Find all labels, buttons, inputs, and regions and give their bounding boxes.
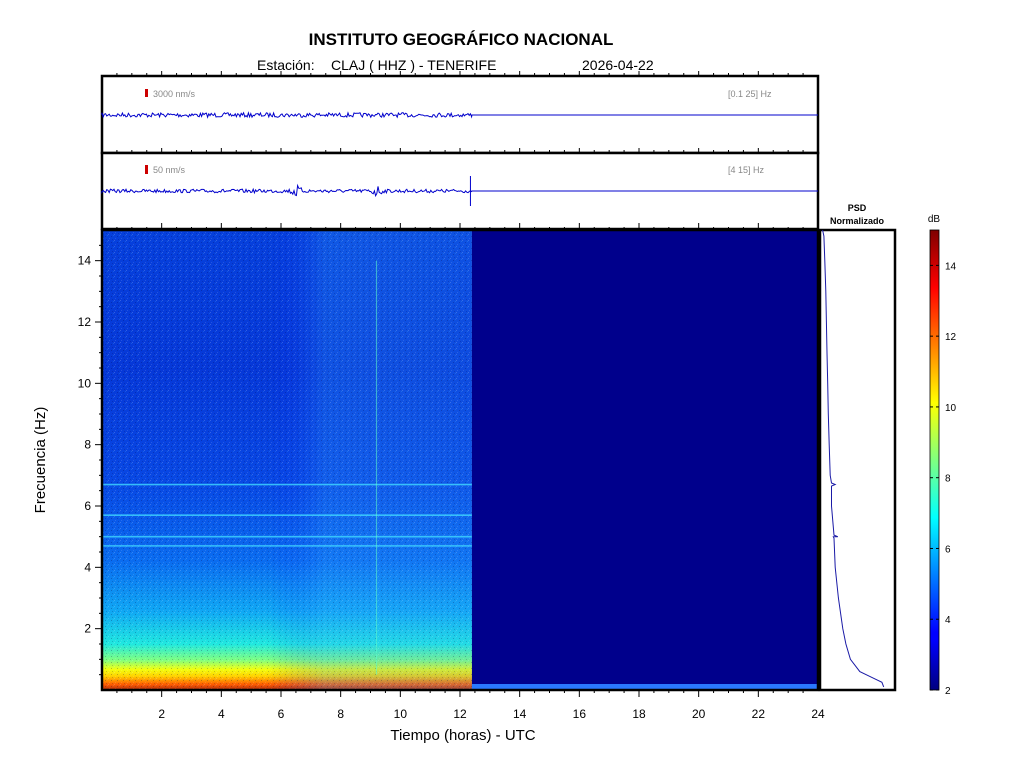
x-tick-label: 20 [692,707,706,721]
x-tick-label: 24 [811,707,825,721]
filter-band-label: [0.1 25] Hz [728,89,772,99]
colorbar-tick-label: 12 [945,332,957,343]
x-axis-label: Tiempo (horas) - UTC [390,727,535,744]
y-tick-label: 8 [84,438,91,452]
colorbar-tick-label: 6 [945,544,951,555]
colorbar-tick-label: 4 [945,615,951,626]
x-tick-label: 22 [752,707,766,721]
y-tick-label: 4 [84,560,91,574]
y-tick-label: 14 [78,254,92,268]
colorbar-tick-label: 10 [945,403,957,414]
station-label: Estación: [257,57,315,73]
institution-title: INSTITUTO GEOGRÁFICO NACIONAL [309,30,614,49]
station-name: CLAJ ( HHZ ) - TENERIFE [331,57,496,73]
scale-bar [145,165,148,174]
y-tick-label: 6 [84,499,91,513]
psd-subtitle: Normalizado [830,216,885,226]
filter-band-label: [4 15] Hz [728,165,765,175]
spectrogram-no-data-region [471,230,818,690]
seismic-trace [101,183,818,198]
x-tick-label: 14 [513,707,527,721]
x-tick-label: 8 [337,707,344,721]
colorbar: dB 2 4 6 8 10 12 14 [928,214,957,697]
y-tick-label: 12 [78,315,92,329]
amplitude-scale-label: 3000 nm/s [153,89,196,99]
seismogram-filtered-panel: 50 nm/s [4 15] Hz [100,148,820,234]
x-tick-label: 16 [573,707,587,721]
psd-title: PSD [848,203,867,213]
scale-bar [145,89,148,97]
colorbar-tick-label: 14 [945,261,957,272]
psd-panel: PSD Normalizado [818,203,897,692]
y-tick-label: 10 [78,376,92,390]
colorbar-tick-label: 8 [945,474,951,485]
x-tick-label: 2 [158,707,165,721]
seismic-trace [101,111,818,119]
amplitude-scale-label: 50 nm/s [153,165,186,175]
y-tick-label: 2 [84,622,91,636]
spectrogram-noise-texture [102,230,472,690]
record-date: 2026-04-22 [582,57,654,73]
colorbar-tick-label: 2 [945,686,951,697]
x-tick-label: 6 [278,707,285,721]
x-tick-label: 10 [394,707,408,721]
x-tick-label: 18 [632,707,646,721]
colorbar-unit-label: dB [928,214,941,225]
x-tick-label: 12 [453,707,467,721]
seismogram-broadband-panel: 3000 nm/s [0.1 25] Hz [100,71,820,158]
psd-curve [822,229,885,688]
colorbar-gradient [929,229,940,691]
y-axis-label: Frecuencia (Hz) [32,407,49,514]
x-tick-label: 4 [218,707,225,721]
spectrogram-no-data-floor [471,684,818,689]
